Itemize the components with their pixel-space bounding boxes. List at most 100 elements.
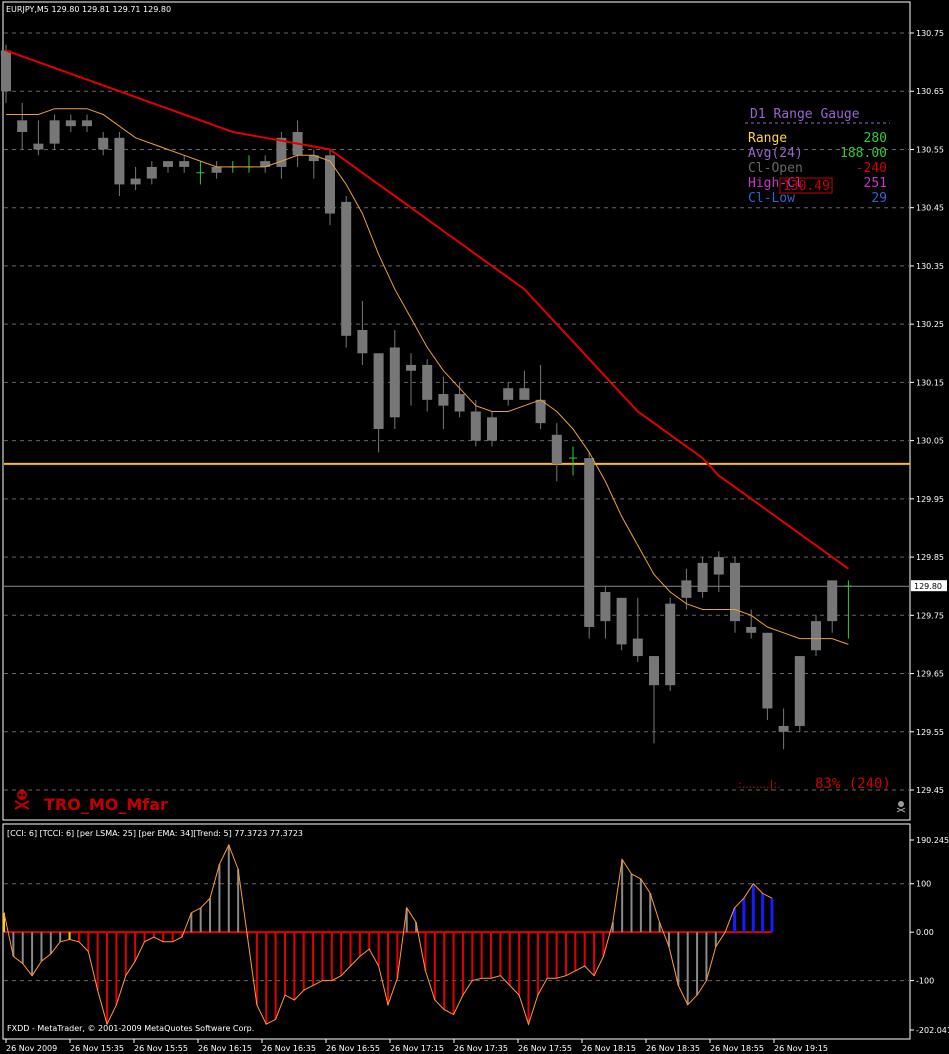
cci-tick-label: 0.00	[916, 928, 934, 937]
price-tick-label: 129.85	[916, 553, 944, 562]
candle	[487, 411, 497, 447]
indicator-header: [CCI: 6] [TCCI: 6] [per LSMA: 25] [per E…	[7, 829, 303, 838]
candle-body	[794, 656, 805, 726]
candle-body	[535, 399, 546, 424]
cci-tick-label: -202.0417	[916, 1026, 949, 1035]
gauge-row-label: Cl-Open	[748, 161, 803, 176]
candle-body	[665, 603, 676, 686]
candle	[778, 708, 789, 750]
price-tick-label: 130.55	[916, 145, 944, 154]
time-axis: 26 Nov 2009 26 Nov 15:35 26 Nov 15:55 26 No…	[5, 1039, 828, 1053]
candle	[98, 131, 109, 156]
candle	[17, 102, 28, 150]
candle-body	[211, 166, 222, 173]
gauge-overlay-box	[779, 177, 833, 194]
candle	[1, 44, 11, 103]
price-tick-label: 129.75	[916, 611, 944, 620]
candle-body	[82, 120, 92, 127]
candle-body	[681, 580, 692, 598]
candle	[827, 580, 838, 633]
price-tick-label: 130.35	[916, 262, 944, 271]
candle	[389, 329, 400, 429]
candle-body	[762, 632, 773, 709]
candle	[438, 376, 449, 429]
candle-body	[811, 621, 821, 651]
cci-layer	[3, 843, 910, 1026]
candle-body	[179, 161, 190, 167]
candle	[49, 114, 60, 150]
time-tick-label: 26 Nov 18:15	[582, 1044, 636, 1053]
price-tick-label: 130.45	[916, 204, 944, 213]
time-tick-label: 26 Nov 18:35	[646, 1044, 700, 1053]
candle-body	[1, 50, 11, 92]
cci-tick-label: -100	[916, 977, 934, 986]
candle	[308, 149, 319, 179]
candle	[65, 114, 76, 132]
price-tick-label: 130.75	[916, 29, 944, 38]
candle	[130, 166, 141, 191]
copyright-footer: FXDD - MetaTrader, © 2001-2009 MetaQuote…	[7, 1024, 254, 1033]
ma-fast-line	[6, 108, 849, 645]
gauge-row-value: 251	[864, 176, 887, 191]
gauge-row-value: 29	[871, 191, 887, 206]
skull-icon	[14, 790, 30, 810]
candle-body	[49, 120, 60, 144]
current-price-tag: 129.80	[911, 580, 947, 592]
candle	[211, 161, 222, 179]
candle	[762, 632, 773, 721]
price-tick-label: 129.55	[916, 728, 944, 737]
candle	[373, 353, 384, 453]
candle-body	[454, 394, 465, 412]
gauge-overlay-value: 130.49	[783, 179, 830, 194]
cci-tick-label: 190.245	[916, 836, 949, 845]
gauge-row-value: 188.00	[840, 146, 887, 161]
time-tick-label: 26 Nov 15:35	[70, 1044, 124, 1053]
candle-body	[730, 562, 740, 622]
time-tick-label: 26 Nov 19:15	[774, 1044, 828, 1053]
gauge-row-label: Range	[748, 131, 787, 146]
range-gauge-panel: D1 Range Gauge Range 280 Avg(24) 188.00 Cl-O…	[738, 107, 891, 792]
candle-body	[746, 626, 757, 633]
candle	[325, 149, 335, 226]
time-tick-label: 26 Nov 17:15	[390, 1044, 444, 1053]
candle	[260, 155, 271, 173]
candle	[519, 370, 530, 400]
time-tick-label: 26 Nov 2009	[6, 1044, 57, 1053]
candle-body	[114, 137, 125, 185]
candle	[551, 423, 562, 482]
candle	[600, 586, 611, 639]
price-grid	[4, 32, 910, 791]
candle-body	[600, 592, 611, 622]
candle-body	[551, 434, 562, 464]
candle-body	[487, 417, 497, 441]
candle	[535, 364, 546, 429]
price-tick-label: 130.05	[916, 437, 944, 446]
candle	[114, 131, 125, 197]
candle	[357, 300, 368, 365]
candle-body	[470, 411, 481, 441]
candle	[584, 452, 595, 639]
candle	[82, 114, 92, 132]
candle	[245, 155, 253, 173]
candle	[681, 568, 692, 610]
candle	[794, 656, 805, 732]
candle-body	[65, 120, 76, 127]
candle-body	[130, 178, 141, 185]
candle	[730, 557, 740, 633]
ma-slow-line	[5, 49, 849, 570]
time-tick-label: 26 Nov 16:55	[326, 1044, 380, 1053]
candle	[713, 551, 724, 593]
gauge-row-value: -240	[856, 161, 887, 176]
price-axis: 130.75 130.65 130.55 130.45 130.35 130.25 130.…	[910, 29, 944, 795]
cci-line	[3, 843, 773, 1026]
candle	[503, 382, 514, 406]
candle-body	[438, 394, 449, 406]
candle	[616, 597, 627, 651]
price-tick-label: 130.65	[916, 87, 944, 96]
gauge-bottom-bar: :........|:.	[738, 778, 781, 791]
candle	[697, 557, 708, 598]
candle	[844, 580, 853, 639]
candle-body	[373, 353, 384, 429]
candle-body	[146, 166, 157, 179]
